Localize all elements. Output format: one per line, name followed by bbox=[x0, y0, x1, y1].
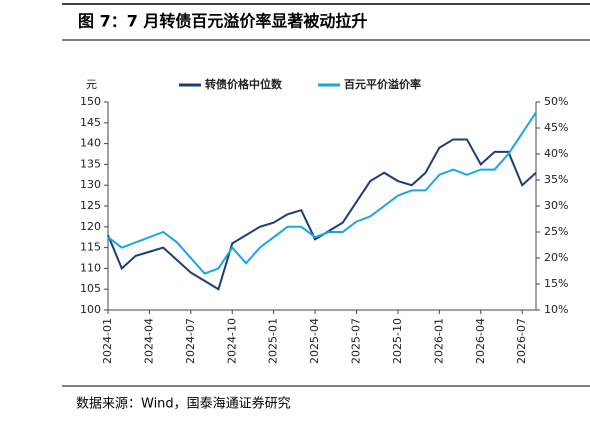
title: 图 7：7 月转债百元溢价率显著被动拉升 bbox=[78, 12, 367, 31]
x-tick-label: 2024-10 bbox=[225, 318, 238, 364]
y2-tick-label: 40% bbox=[544, 147, 568, 160]
y2-tick-label: 15% bbox=[544, 277, 568, 290]
y-tick-label: 125 bbox=[80, 199, 101, 212]
y-tick-label: 120 bbox=[80, 220, 101, 233]
x-tick-label: 2024-07 bbox=[184, 318, 197, 364]
x-tick-label: 2025-07 bbox=[350, 318, 363, 364]
y-tick-label: 130 bbox=[80, 178, 101, 191]
series-line bbox=[107, 111, 537, 275]
y-tick-label: 110 bbox=[80, 261, 101, 274]
x-tick-label: 2025-10 bbox=[391, 318, 404, 364]
legend-label: 百元平价溢价率 bbox=[344, 77, 421, 91]
x-tick-label: 2025-04 bbox=[308, 318, 321, 364]
y-tick-label: 150 bbox=[80, 95, 101, 108]
y-axis-label: 元 bbox=[86, 78, 97, 91]
y-tick-label: 140 bbox=[80, 137, 101, 150]
x-tick-label: 2024-01 bbox=[101, 318, 114, 364]
x-tick-label: 2026-07 bbox=[515, 318, 528, 364]
y-tick-label: 100 bbox=[80, 303, 101, 316]
series-line bbox=[107, 138, 537, 291]
y2-tick-label: 35% bbox=[544, 173, 568, 186]
y2-tick-label: 20% bbox=[544, 251, 568, 264]
y2-tick-label: 25% bbox=[544, 225, 568, 238]
y-tick-label: 145 bbox=[80, 116, 101, 129]
x-tick-label: 2025-01 bbox=[267, 318, 280, 364]
y2-tick-label: 45% bbox=[544, 121, 568, 134]
x-tick-label: 2026-04 bbox=[474, 318, 487, 364]
y-tick-label: 115 bbox=[80, 241, 101, 254]
y-tick-label: 105 bbox=[80, 282, 101, 295]
y2-tick-label: 50% bbox=[544, 95, 568, 108]
x-tick-label: 2024-04 bbox=[142, 318, 155, 364]
y2-tick-label: 10% bbox=[544, 303, 568, 316]
y-tick-label: 135 bbox=[80, 157, 101, 170]
x-tick-label: 2026-01 bbox=[432, 318, 445, 364]
legend-label: 转债价格中位数 bbox=[205, 77, 283, 91]
source: 数据来源：Wind，国泰海通证券研究 bbox=[76, 396, 291, 412]
y2-tick-label: 30% bbox=[544, 199, 568, 212]
